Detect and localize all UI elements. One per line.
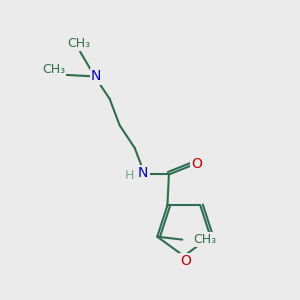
Text: O: O xyxy=(191,157,202,171)
Text: CH₃: CH₃ xyxy=(67,37,90,50)
Text: N: N xyxy=(91,69,101,83)
Text: O: O xyxy=(181,254,191,268)
Text: CH₃: CH₃ xyxy=(194,233,217,246)
Text: H: H xyxy=(125,169,134,182)
Text: CH₃: CH₃ xyxy=(42,63,65,76)
Text: N: N xyxy=(138,166,148,180)
